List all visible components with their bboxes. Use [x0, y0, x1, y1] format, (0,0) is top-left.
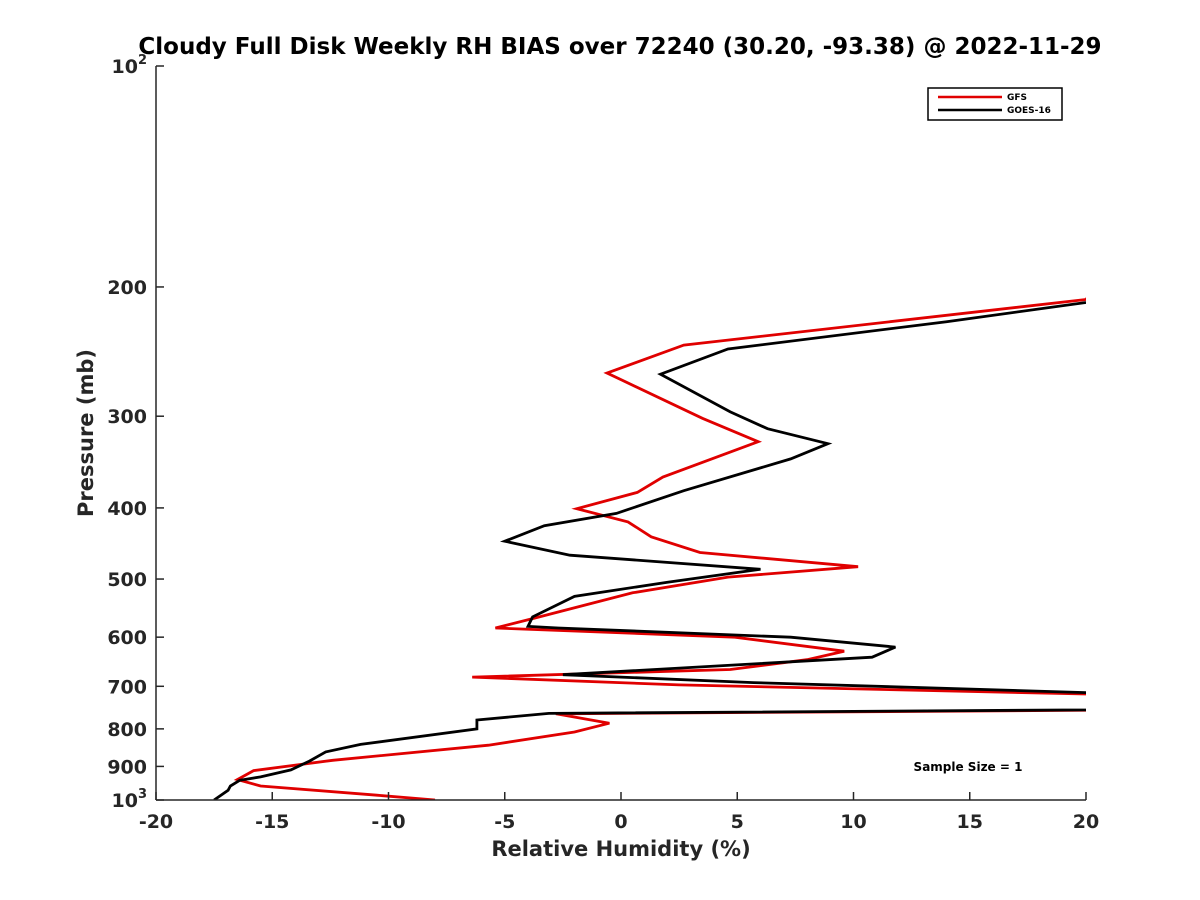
legend-label-goes16: GOES-16: [1007, 106, 1051, 116]
y-tick-label: 200: [107, 277, 147, 299]
sample-size-annotation: Sample Size = 1: [914, 760, 1023, 774]
series-line-gfs: [233, 297, 1086, 800]
x-axis-label: Relative Humidity (%): [491, 837, 750, 861]
legend-box: [927, 87, 1063, 121]
y-tick-label-bottom: 103: [112, 787, 148, 812]
x-tick-label: -20: [139, 811, 173, 833]
chart-title: Cloudy Full Disk Weekly RH BIAS over 722…: [138, 34, 1101, 60]
y-tick-label: 600: [107, 627, 147, 649]
y-tick-label-top: 102: [112, 53, 148, 78]
x-tick-label: 20: [1073, 811, 1099, 833]
y-tick-label: 800: [107, 719, 147, 741]
series-line-goes16: [213, 301, 1086, 800]
y-tick-label: 400: [107, 498, 147, 520]
legend: GFS GOES-16: [927, 87, 1063, 121]
y-tick-label: 900: [107, 756, 147, 778]
x-tick-label: 15: [957, 811, 983, 833]
y-tick-label: 300: [107, 406, 147, 428]
x-tick-label: 0: [614, 811, 627, 833]
y-axis-label: Pressure (mb): [74, 349, 98, 517]
y-tick-label: 700: [107, 676, 147, 698]
y-tick-label: 500: [107, 569, 147, 591]
x-tick-label: 10: [840, 811, 866, 833]
legend-label-gfs: GFS: [1007, 93, 1027, 103]
x-tick-label: -10: [371, 811, 405, 833]
x-tick-label: 5: [731, 811, 744, 833]
x-tick-label: -15: [255, 811, 289, 833]
x-tick-label: -5: [494, 811, 515, 833]
